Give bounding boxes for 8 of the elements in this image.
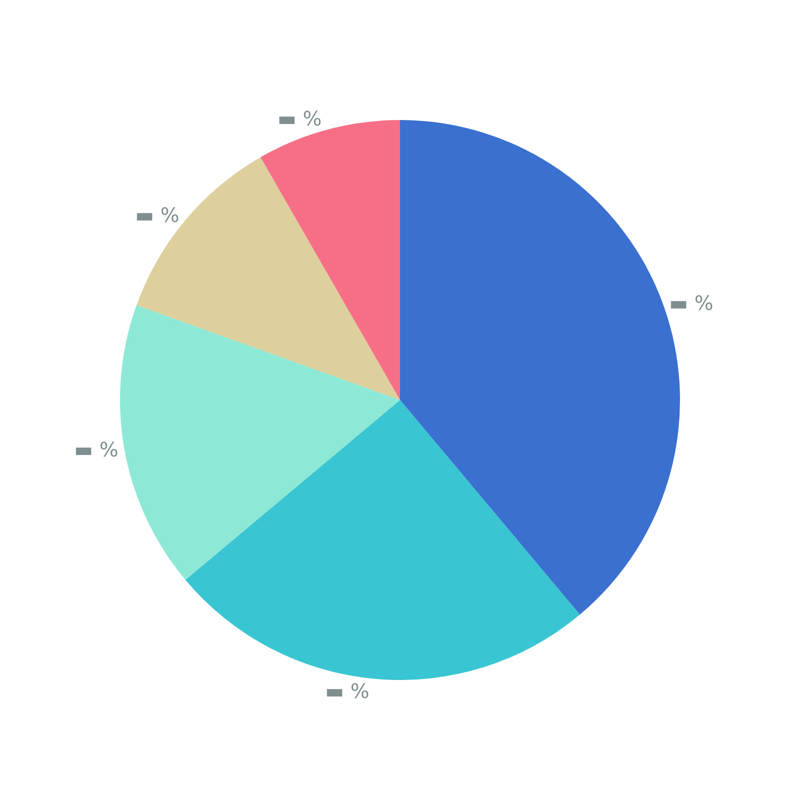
pie-slice [120, 305, 400, 580]
data-label: ▬ % [669, 290, 714, 315]
data-label: ▬ % [135, 203, 180, 228]
data-label: ▬ % [74, 437, 118, 462]
data-label: ▬ % [325, 678, 370, 703]
pie-slice [136, 157, 400, 400]
data-label: ▬ % [278, 106, 322, 130]
pie-slice [185, 400, 580, 680]
